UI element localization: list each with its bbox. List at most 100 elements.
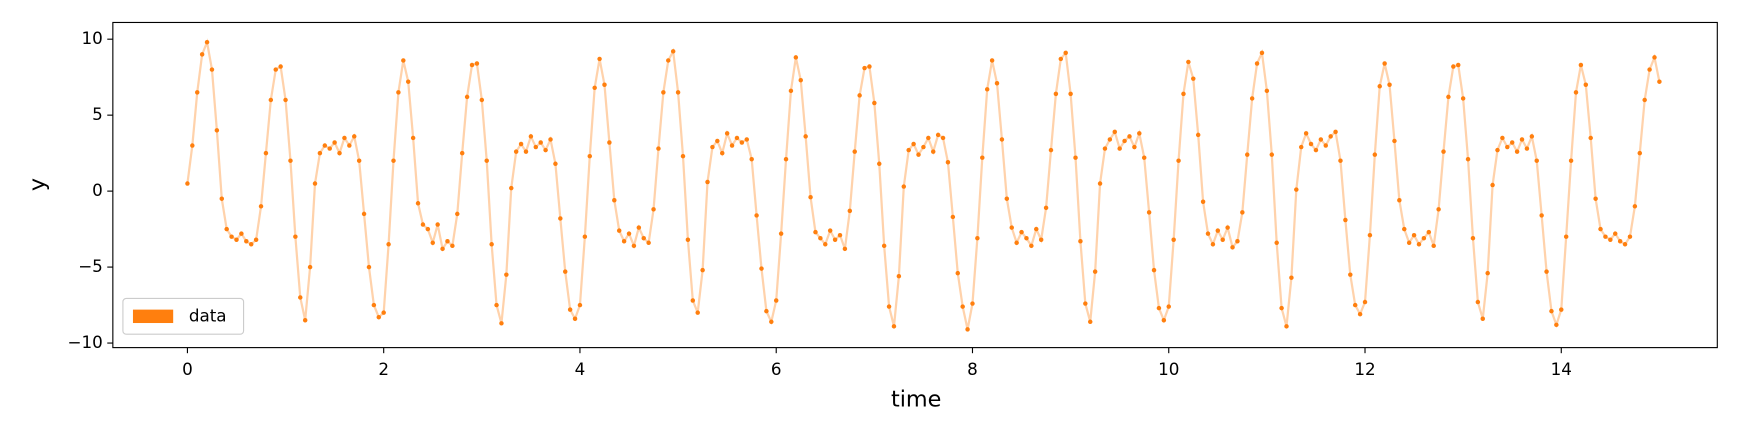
data-point [415, 201, 421, 206]
data-point [1509, 140, 1515, 145]
data-point [1034, 226, 1039, 232]
data-point [1392, 138, 1397, 144]
data-point [646, 240, 651, 246]
data-point [729, 143, 735, 148]
data-point [1647, 67, 1652, 72]
data-point [1186, 59, 1191, 65]
y-axis-label: y [24, 178, 50, 191]
data-point [1205, 231, 1211, 236]
data-point [1279, 305, 1284, 311]
data-point [1460, 96, 1466, 101]
data-point [1352, 302, 1358, 308]
data-point [1107, 137, 1113, 142]
data-point [1058, 56, 1064, 62]
data-point [1524, 146, 1530, 151]
data-point [1215, 228, 1221, 233]
data-point [258, 204, 264, 209]
data-point [376, 314, 382, 320]
data-point [1043, 205, 1049, 211]
data-point [1613, 231, 1618, 236]
data-point [1632, 204, 1638, 209]
data-point [621, 239, 627, 244]
data-point [381, 310, 386, 315]
data-point [1097, 181, 1103, 186]
data-point [921, 144, 926, 150]
data-point [558, 216, 563, 221]
data-point [1455, 62, 1461, 68]
data-point [1505, 144, 1510, 150]
data-point [1416, 242, 1422, 247]
data-point [1092, 269, 1098, 274]
data-point [1019, 229, 1024, 235]
data-point [312, 181, 318, 186]
data-point [1156, 305, 1162, 311]
data-point [1073, 155, 1078, 160]
data-point [459, 150, 465, 156]
legend-label: data [189, 305, 227, 325]
data-point [577, 302, 583, 308]
data-point [1004, 196, 1010, 201]
data-point [950, 214, 956, 220]
data-point [798, 77, 803, 83]
data-point [1573, 90, 1579, 95]
data-point [592, 85, 597, 91]
data-point [190, 143, 195, 148]
data-point [1568, 158, 1574, 163]
data-point [185, 181, 190, 186]
data-point [572, 316, 578, 321]
data-point [832, 237, 838, 242]
data-point [1323, 143, 1328, 148]
data-point [994, 81, 1000, 86]
data-point [1088, 319, 1093, 325]
data-point [916, 152, 921, 157]
data-point [1544, 269, 1549, 274]
data-point [1657, 79, 1662, 84]
data-point [366, 264, 372, 270]
data-point [499, 321, 504, 326]
y-tick-label: −10 [67, 332, 102, 352]
data-point [631, 243, 637, 249]
data-point [1514, 149, 1520, 154]
data-point [371, 302, 377, 308]
data-point [877, 161, 882, 167]
data-point [1451, 64, 1456, 69]
data-point [1529, 134, 1535, 139]
data-point [494, 302, 499, 308]
data-point [793, 55, 799, 60]
data-point [1240, 210, 1245, 215]
data-point [1166, 304, 1171, 309]
data-point [1181, 91, 1186, 97]
data-point [347, 143, 352, 148]
data-point [1421, 235, 1427, 241]
data-point [1608, 237, 1613, 242]
data-point [288, 158, 293, 163]
data-point [1485, 270, 1490, 276]
data-point [361, 211, 367, 217]
data-point [1652, 55, 1657, 60]
data-point [509, 185, 514, 191]
data-point [244, 239, 249, 244]
data-point [852, 149, 857, 154]
data-point [430, 240, 435, 246]
data-point [705, 179, 710, 185]
data-point [754, 213, 759, 218]
data-point [263, 150, 269, 156]
data-point [626, 231, 632, 236]
data-point [1549, 308, 1554, 314]
data-point [1387, 82, 1392, 87]
x-tick-label: 10 [1158, 359, 1179, 379]
data-point [1495, 147, 1500, 153]
data-point [1554, 322, 1559, 328]
data-point [695, 310, 700, 315]
data-point [1446, 94, 1451, 100]
data-point [926, 135, 931, 141]
data-point [744, 137, 750, 142]
data-point [528, 134, 534, 139]
data-point [1500, 135, 1505, 141]
data-point [700, 267, 705, 273]
data-point [901, 184, 907, 189]
data-point [685, 237, 691, 242]
data-point [253, 237, 259, 242]
data-point [1245, 152, 1250, 157]
